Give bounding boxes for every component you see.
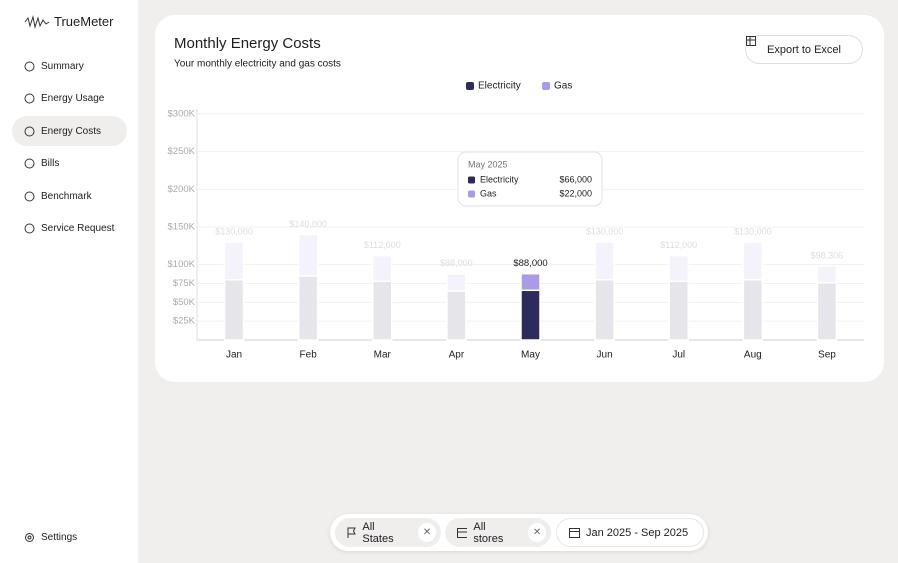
nav-label: Bills <box>41 158 60 169</box>
date-filter[interactable]: Jan 2025 - Sep 2025 <box>556 518 704 547</box>
bar-segment <box>520 272 541 292</box>
bar-segment <box>594 241 615 281</box>
x-tick-label: Sep <box>818 350 836 361</box>
clear-filter[interactable]: ✕ <box>418 523 436 542</box>
total-label: $112,000 <box>660 240 697 250</box>
nav-label: Energy Usage <box>41 93 105 104</box>
x-tick-label: Jan <box>226 350 242 361</box>
y-tick-label: $200K <box>168 184 196 195</box>
x-tick-label: Jul <box>672 350 685 361</box>
x-tick-label: Jun <box>597 350 613 361</box>
x-tick-label: Apr <box>449 350 465 361</box>
bar-segment <box>594 278 615 341</box>
chart-card: Monthly Energy Costs Your monthly electr… <box>155 15 884 382</box>
nav-item[interactable]: Service Request <box>12 214 127 244</box>
total-label: $130,000 <box>734 226 772 236</box>
nav-label: Energy Costs <box>41 125 102 137</box>
bar-segment <box>446 290 467 341</box>
y-tick-label: $75K <box>173 278 196 289</box>
tooltip-name: Gas <box>480 188 497 198</box>
bar-segment <box>742 241 764 281</box>
nav-label: Benchmark <box>41 190 92 202</box>
tooltip-value: $66,000 <box>559 174 592 184</box>
chart-subtitle: Your monthly electricity and gas costs <box>174 59 341 70</box>
bar-segment <box>297 233 319 277</box>
bar-segment <box>520 289 541 341</box>
total-label: $140,000 <box>289 219 327 229</box>
nav-item[interactable]: Energy Usage <box>12 84 127 114</box>
bar-segment <box>372 280 393 341</box>
y-tick-label: $150K <box>168 222 196 233</box>
bar-segment <box>816 281 838 341</box>
tooltip-swatch <box>468 190 475 198</box>
chart-title: Monthly Energy Costs <box>174 35 321 52</box>
total-label: $130,000 <box>586 226 624 236</box>
total-label: $98,306 <box>811 250 844 260</box>
legend-swatch <box>466 82 474 90</box>
state-filter[interactable]: All States ✕ <box>335 518 441 547</box>
logo <box>24 14 50 29</box>
tooltip: May 2025 Electricity $66,000 Gas $22,000 <box>457 151 603 207</box>
tooltip-value: $22,000 <box>559 188 592 198</box>
bar-segment <box>446 272 467 292</box>
y-tick-label: $50K <box>173 297 196 308</box>
x-tick-label: Feb <box>300 350 318 361</box>
tooltip-title: May 2025 <box>468 159 508 169</box>
bar-segment <box>668 280 689 341</box>
bar-segment <box>223 278 245 341</box>
brand: TrueMeter <box>24 14 113 29</box>
y-tick-label: $250K <box>168 146 196 157</box>
bar-segment <box>742 278 764 341</box>
bar-segment <box>372 254 393 282</box>
nav-item[interactable]: Energy Costs <box>12 116 127 146</box>
filter-label: All States <box>362 520 394 545</box>
filter-label: All stores <box>473 520 504 545</box>
date-label: Jan 2025 - Sep 2025 <box>586 526 689 539</box>
legend-swatch <box>542 82 550 90</box>
chart: Monthly Energy Costs Your monthly electr… <box>168 35 864 361</box>
sidebar: TrueMeter Summary Energy Usage Energy Cost… <box>0 0 138 563</box>
brand-name: TrueMeter <box>54 14 114 29</box>
y-tick-label: $25K <box>173 316 196 327</box>
settings-label: Settings <box>41 531 78 543</box>
x-tick-label: May <box>521 350 540 361</box>
nav-item[interactable]: Benchmark <box>12 181 127 211</box>
nav-label: Service Request <box>41 223 115 234</box>
legend-label: Electricity <box>478 81 521 92</box>
export-button[interactable]: Export to Excel <box>745 35 863 64</box>
total-label: $130,000 <box>215 226 253 236</box>
tooltip-swatch <box>468 176 475 184</box>
x-tick-label: Mar <box>374 350 392 361</box>
settings-link[interactable]: Settings <box>12 522 127 552</box>
legend-label: Gas <box>554 81 572 92</box>
clear-filter[interactable]: ✕ <box>528 523 546 542</box>
total-label: $112,000 <box>364 240 401 250</box>
bar-segment <box>297 275 319 341</box>
bar-segment <box>816 265 838 284</box>
store-filter[interactable]: All stores ✕ <box>445 518 551 547</box>
tooltip-name: Electricity <box>480 174 519 184</box>
y-tick-label: $300K <box>168 109 196 120</box>
filter-bar: All States ✕ All stores ✕ Jan 2025 - Sep 2… <box>330 514 708 551</box>
nav-label: Summary <box>41 60 84 72</box>
bar-segment <box>668 254 689 282</box>
nav-item[interactable]: Summary <box>12 51 127 81</box>
bar-segment <box>223 241 245 281</box>
tooltip-box <box>457 151 603 207</box>
export-label: Export to Excel <box>767 43 841 56</box>
x-tick-label: Aug <box>744 350 762 361</box>
total-label: $88,000 <box>513 258 547 269</box>
y-tick-label: $100K <box>168 259 196 270</box>
nav-item[interactable]: Bills <box>12 149 127 179</box>
total-label: $88,000 <box>440 258 473 268</box>
